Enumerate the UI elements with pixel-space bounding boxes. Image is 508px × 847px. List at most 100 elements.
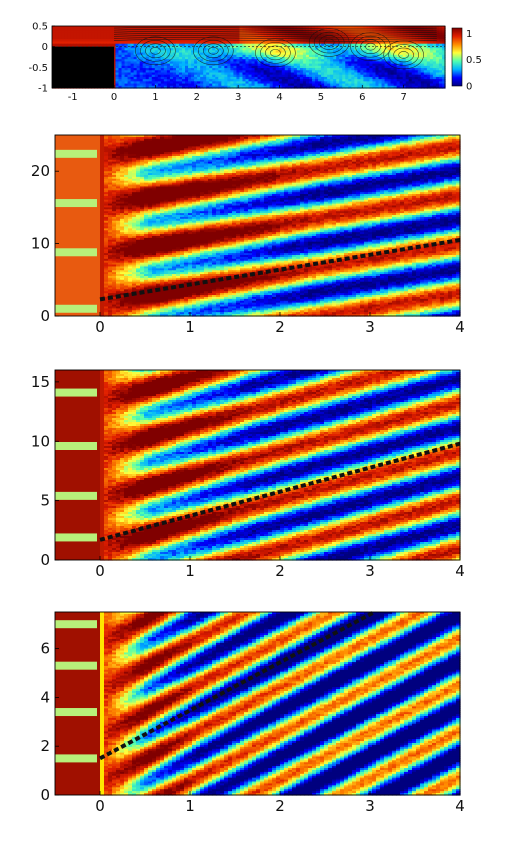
heatmap-cell [315, 26, 319, 29]
heatmap-cell [351, 43, 355, 47]
heatmap-cell [339, 68, 343, 71]
heatmap-cell [408, 68, 413, 71]
heatmap-cell [230, 57, 234, 60]
heatmap-cell [281, 28, 286, 32]
heatmap-cell [345, 57, 349, 60]
heatmap-cell [148, 68, 153, 71]
heatmap-cell [206, 45, 210, 49]
heatmap-cell [224, 79, 228, 82]
heatmap-cell [278, 68, 283, 71]
heatmap-cell [330, 76, 334, 80]
heatmap-cell [315, 32, 319, 36]
heatmap-cell [390, 48, 395, 51]
heatmap-cell [408, 54, 413, 58]
heatmap-cell [363, 57, 367, 60]
heatmap-cell [336, 76, 340, 80]
heatmap-cell [251, 63, 256, 67]
heatmap-cell [318, 65, 322, 69]
heatmap-cell [64, 30, 68, 34]
heatmap-cell [417, 43, 422, 47]
heatmap-cell [112, 45, 117, 49]
heatmap-cell [73, 41, 77, 45]
heatmap-cell [387, 61, 392, 65]
heatmap-cell [357, 63, 361, 67]
heatmap-cell [251, 57, 256, 60]
heatmap-cell [154, 68, 159, 71]
heatmap-cell [299, 54, 304, 58]
heatmap-cell [333, 59, 337, 63]
heatmap-cell [245, 28, 250, 32]
heatmap-cell [438, 39, 443, 43]
heatmap-cell [251, 43, 256, 47]
heatmap-cell [166, 70, 171, 74]
heatmap-cell [339, 45, 343, 49]
heatmap-cell [157, 54, 162, 58]
heatmap-cell [191, 32, 195, 36]
heatmap-cell [58, 32, 62, 36]
heatmap-cell [160, 57, 165, 60]
heatmap-cell [148, 32, 153, 36]
heatmap-cell [369, 52, 374, 56]
heatmap-cell [378, 79, 383, 82]
heatmap-cell [136, 63, 141, 67]
heatmap-cell [336, 43, 340, 47]
heatmap-cell [157, 79, 162, 82]
heatmap-cell [215, 37, 219, 40]
heatmap-cell [224, 41, 228, 45]
heatmap-cell [197, 70, 201, 74]
heatmap-cell [263, 48, 268, 51]
heatmap-cell [405, 48, 410, 51]
heatmap-cell [166, 65, 171, 69]
heatmap-cell [203, 41, 207, 45]
heatmap-cell [324, 72, 328, 76]
heatmap-cell [378, 72, 383, 76]
heatmap-cell [281, 68, 286, 71]
heatmap-cell [206, 41, 210, 45]
heatmap-cell [366, 37, 371, 40]
heatmap-cell [390, 43, 395, 47]
heatmap-cell [293, 76, 298, 80]
heatmap-cell [197, 43, 201, 47]
heatmap-cell [185, 41, 189, 45]
heatmap-cell [97, 37, 101, 40]
heatmap-cell [203, 72, 207, 76]
heatmap-cell [348, 43, 352, 47]
heatmap-cell [194, 52, 198, 56]
heatmap-cell [157, 57, 162, 60]
heatmap-cell [70, 37, 74, 40]
heatmap-cell [384, 59, 389, 63]
heatmap-cell [130, 39, 135, 43]
heatmap-cell [342, 61, 346, 65]
heatmap-cell [378, 63, 383, 67]
heatmap-cell [145, 54, 150, 58]
heatmap-cell [275, 59, 280, 63]
heatmap-cell [315, 63, 319, 67]
heatmap-cell [263, 28, 268, 32]
heatmap-cell [324, 28, 328, 32]
heatmap-cell [290, 63, 295, 67]
heatmap-cell [157, 48, 162, 51]
heatmap-cell [88, 37, 92, 40]
heatmap-cell [281, 59, 286, 63]
heatmap-cell [441, 72, 446, 76]
heatmap-cell [299, 30, 304, 34]
heatmap-cell [58, 39, 62, 43]
heatmap-cell [206, 52, 210, 56]
heatmap-cell [227, 45, 231, 49]
heatmap-cell [311, 28, 316, 32]
heatmap-cell [245, 41, 250, 45]
heatmap-cell [345, 61, 349, 65]
heatmap-cell [121, 68, 126, 71]
heatmap-cell [200, 76, 204, 80]
heatmap-cell [299, 76, 304, 80]
heatmap-cell [420, 48, 425, 51]
heatmap-cell [417, 28, 422, 32]
heatmap-cell [127, 72, 132, 76]
heatmap-cell [366, 76, 371, 80]
heatmap-cell [79, 37, 83, 40]
heatmap-cell [245, 72, 250, 76]
heatmap-cell [420, 52, 425, 56]
heatmap-cell [369, 65, 374, 69]
heatmap-cell [308, 34, 313, 38]
heatmap-cell [139, 52, 144, 56]
